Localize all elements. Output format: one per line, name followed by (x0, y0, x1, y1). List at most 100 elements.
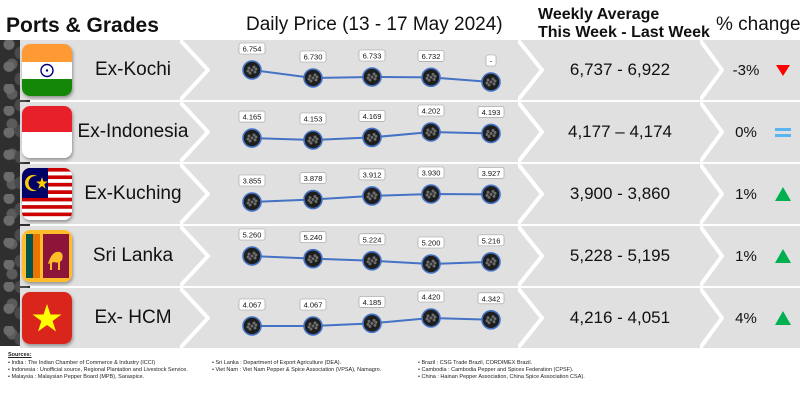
pepper-texture (308, 136, 312, 140)
data-label-box (417, 290, 445, 303)
port-name: Ex-Kuching (84, 183, 182, 204)
pepper-texture (248, 139, 252, 143)
pepper-texture (489, 80, 493, 84)
pepper-texture (489, 131, 493, 135)
pepper-texture (372, 72, 376, 76)
data-label-box (358, 296, 386, 308)
pepper-texture (314, 78, 318, 82)
pepper-texture (370, 194, 374, 198)
pepper-texture (374, 258, 378, 262)
source-item: Malaysia : Malaysian Pepper Board (MPB),… (8, 374, 188, 381)
pepper-texture (313, 254, 317, 258)
pepper-texture (429, 75, 433, 79)
pepper-texture (309, 260, 313, 264)
data-label: 4.153 (304, 115, 323, 124)
ports-header: Ports & Grades (6, 14, 159, 37)
row-chevron-divider (180, 40, 210, 100)
percent-change-value: 1% (735, 247, 757, 265)
source-item: Brazil : CSG Trade Brazil, CORDIMEX Braz… (418, 360, 585, 367)
port-name: Ex-Indonesia (77, 121, 189, 142)
pepper-texture (491, 77, 495, 81)
pepper-texture (487, 195, 491, 199)
pepper-texture (252, 133, 256, 137)
pepper-texture (429, 130, 433, 134)
pepper-texture (308, 255, 312, 259)
pepper-texture (491, 128, 495, 132)
pepper-texture (489, 192, 493, 196)
pepper-texture (491, 257, 495, 261)
pepper-texture (492, 133, 496, 137)
pepper-texture (253, 138, 257, 142)
pepper-texture (492, 82, 496, 86)
pepper-texture (374, 320, 378, 324)
pepper-texture (253, 70, 257, 74)
source-item: India : The Indian Chamber of Commerce &… (8, 360, 188, 367)
data-label-box (477, 292, 505, 305)
daily-price-sparkline: 3.855 3.878 3.912 3.930 3.927 (238, 166, 505, 212)
data-label-box (417, 166, 445, 179)
malaysia-flag-icon (22, 168, 72, 220)
row-chevron-divider (518, 102, 544, 162)
pepper-texture (253, 202, 257, 206)
pepper-texture (427, 319, 431, 323)
vietnam-flag-icon (22, 292, 72, 344)
row-chevron-divider (518, 288, 544, 348)
pepper-texture (433, 191, 437, 195)
pepper-texture (246, 137, 250, 141)
pepper-texture (307, 77, 311, 81)
data-label-box (299, 231, 327, 243)
pepper-texture (248, 71, 252, 75)
pepper-texture (368, 197, 372, 201)
pepper-texture (426, 128, 430, 132)
row-chevron-divider (700, 226, 724, 286)
pepper-texture (425, 193, 429, 197)
pepper-texture (254, 135, 258, 139)
pepper-texture (367, 257, 371, 261)
weekly-average-header: Weekly Average This Week - Last Week (538, 6, 710, 42)
data-label-box (238, 298, 266, 311)
pepper-texture (425, 76, 429, 80)
pepper-texture (427, 133, 431, 137)
pepper-texture (486, 258, 490, 262)
weekly-average-value: 4,216 - 4,051 (569, 308, 671, 327)
daily-price-sparkline: 4.165 4.153 4.169 4.202 4.193 (238, 104, 505, 150)
pepper-texture (247, 322, 251, 326)
data-label: 3.878 (304, 174, 323, 183)
daily-price-header: Daily Price (13 - 17 May 2024) (246, 14, 503, 35)
weekly-average-value: 4,177 – 4,174 (568, 122, 672, 141)
data-label-box (358, 49, 386, 62)
pepper-texture (254, 67, 258, 71)
pepper-texture (485, 81, 489, 85)
pepper-texture (373, 261, 377, 265)
row-chevron-divider (700, 40, 724, 100)
pepper-texture (313, 135, 317, 139)
pepper-texture (492, 194, 496, 198)
pepper-texture (487, 321, 491, 325)
weekly-header-line2: This Week - Last Week (538, 24, 710, 41)
row-band (20, 102, 800, 162)
pepper-texture (252, 197, 256, 201)
pepper-texture (315, 256, 319, 260)
row-chevron-divider (180, 164, 210, 224)
pepper-texture (314, 140, 318, 144)
pepper-texture (250, 68, 254, 72)
pepper-texture (368, 262, 372, 266)
pepper-texture (250, 324, 254, 328)
pepper-texture (426, 314, 430, 318)
data-label-box (485, 54, 497, 67)
pepper-texture (250, 200, 254, 204)
pepper-texture (246, 255, 250, 259)
up-arrow-icon (772, 226, 794, 286)
data-label: 4.420 (422, 293, 441, 302)
pepper-texture (429, 316, 433, 320)
data-label: 4.169 (363, 112, 382, 121)
pepper-texture (366, 136, 370, 140)
pepper-texture (250, 136, 254, 140)
pepper-texture (307, 325, 311, 329)
sources-column-2: Sri Lanka : Department of Export Agricul… (212, 360, 381, 374)
row-chevron-divider (700, 164, 724, 224)
indonesia-flag-icon (22, 106, 72, 158)
data-label: 4.165 (243, 113, 262, 122)
pepper-texture (314, 200, 318, 204)
data-label-box (299, 172, 327, 184)
